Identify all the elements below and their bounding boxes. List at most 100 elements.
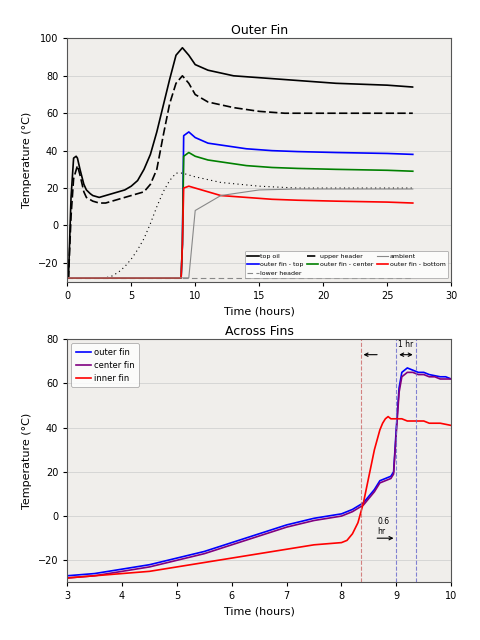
outer fin	[410, 366, 416, 374]
inner fin	[383, 415, 388, 422]
center fin	[338, 512, 344, 520]
center fin	[284, 524, 289, 531]
Line: center fin: center fin	[67, 372, 451, 578]
inner fin	[399, 415, 405, 422]
Line: inner fin: inner fin	[67, 417, 451, 578]
outer fin	[372, 486, 377, 493]
Legend: top oil, outer fin - top, lower header, upper header, outer fin - center, ambien: top oil, outer fin - top, lower header, …	[245, 251, 448, 278]
center fin	[360, 501, 366, 509]
center fin	[311, 516, 317, 524]
inner fin	[388, 415, 394, 422]
center fin	[377, 479, 383, 487]
inner fin	[394, 415, 399, 422]
center fin	[372, 488, 377, 495]
inner fin	[385, 413, 391, 420]
inner fin	[355, 519, 361, 527]
outer fin	[383, 475, 388, 483]
outer fin	[338, 510, 344, 518]
inner fin	[372, 446, 377, 454]
inner fin	[380, 419, 385, 427]
inner fin	[64, 574, 70, 582]
center fin	[119, 568, 125, 575]
Legend: outer fin, center fin, inner fin: outer fin, center fin, inner fin	[72, 344, 139, 387]
center fin	[92, 572, 97, 580]
outer fin	[405, 364, 410, 372]
center fin	[394, 428, 399, 436]
center fin	[443, 375, 449, 383]
inner fin	[338, 539, 344, 547]
center fin	[385, 476, 391, 483]
outer fin	[119, 565, 125, 573]
outer fin	[349, 506, 355, 513]
inner fin	[119, 570, 125, 577]
inner fin	[344, 536, 350, 544]
center fin	[256, 532, 262, 540]
center fin	[432, 373, 438, 381]
center fin	[388, 475, 394, 483]
outer fin	[202, 548, 207, 556]
center fin	[405, 369, 410, 376]
inner fin	[391, 415, 396, 422]
outer fin	[432, 372, 438, 380]
inner fin	[229, 554, 235, 562]
center fin	[437, 375, 443, 383]
inner fin	[437, 419, 443, 427]
outer fin	[146, 561, 152, 568]
inner fin	[146, 568, 152, 575]
outer fin	[396, 384, 402, 392]
center fin	[202, 550, 207, 557]
Title: Outer Fin: Outer Fin	[230, 24, 288, 37]
outer fin	[448, 375, 454, 383]
inner fin	[92, 572, 97, 580]
center fin	[229, 541, 235, 548]
inner fin	[360, 499, 366, 507]
Text: 1 hr: 1 hr	[398, 340, 413, 349]
outer fin	[391, 468, 396, 476]
center fin	[383, 477, 388, 484]
inner fin	[421, 417, 427, 425]
center fin	[174, 556, 180, 564]
outer fin	[174, 554, 180, 562]
center fin	[426, 373, 432, 381]
center fin	[410, 369, 416, 376]
Text: 0.6
hr: 0.6 hr	[377, 516, 389, 536]
inner fin	[410, 417, 416, 425]
outer fin	[92, 570, 97, 577]
inner fin	[448, 422, 454, 429]
inner fin	[256, 550, 262, 557]
X-axis label: Time (hours): Time (hours)	[224, 607, 295, 617]
outer fin	[229, 539, 235, 547]
inner fin	[377, 426, 383, 434]
center fin	[399, 373, 405, 381]
Title: Across Fins: Across Fins	[225, 325, 294, 338]
X-axis label: Time (hours): Time (hours)	[224, 306, 295, 316]
inner fin	[366, 472, 372, 480]
outer fin	[64, 572, 70, 580]
outer fin	[399, 369, 405, 376]
outer fin	[443, 373, 449, 381]
center fin	[64, 574, 70, 582]
outer fin	[385, 474, 391, 481]
outer fin	[256, 530, 262, 538]
outer fin	[284, 521, 289, 529]
inner fin	[426, 419, 432, 427]
center fin	[349, 508, 355, 515]
center fin	[146, 563, 152, 571]
inner fin	[415, 417, 421, 425]
outer fin	[437, 373, 443, 381]
inner fin	[202, 559, 207, 566]
outer fin	[388, 472, 394, 480]
inner fin	[174, 563, 180, 571]
outer fin	[377, 477, 383, 484]
center fin	[391, 470, 396, 478]
outer fin	[360, 499, 366, 507]
Y-axis label: Temperature (°C): Temperature (°C)	[22, 112, 32, 208]
inner fin	[284, 545, 289, 553]
inner fin	[349, 530, 355, 538]
center fin	[448, 375, 454, 383]
outer fin	[311, 515, 317, 522]
Line: outer fin: outer fin	[67, 368, 451, 576]
inner fin	[405, 417, 410, 425]
center fin	[421, 371, 427, 378]
outer fin	[426, 371, 432, 378]
